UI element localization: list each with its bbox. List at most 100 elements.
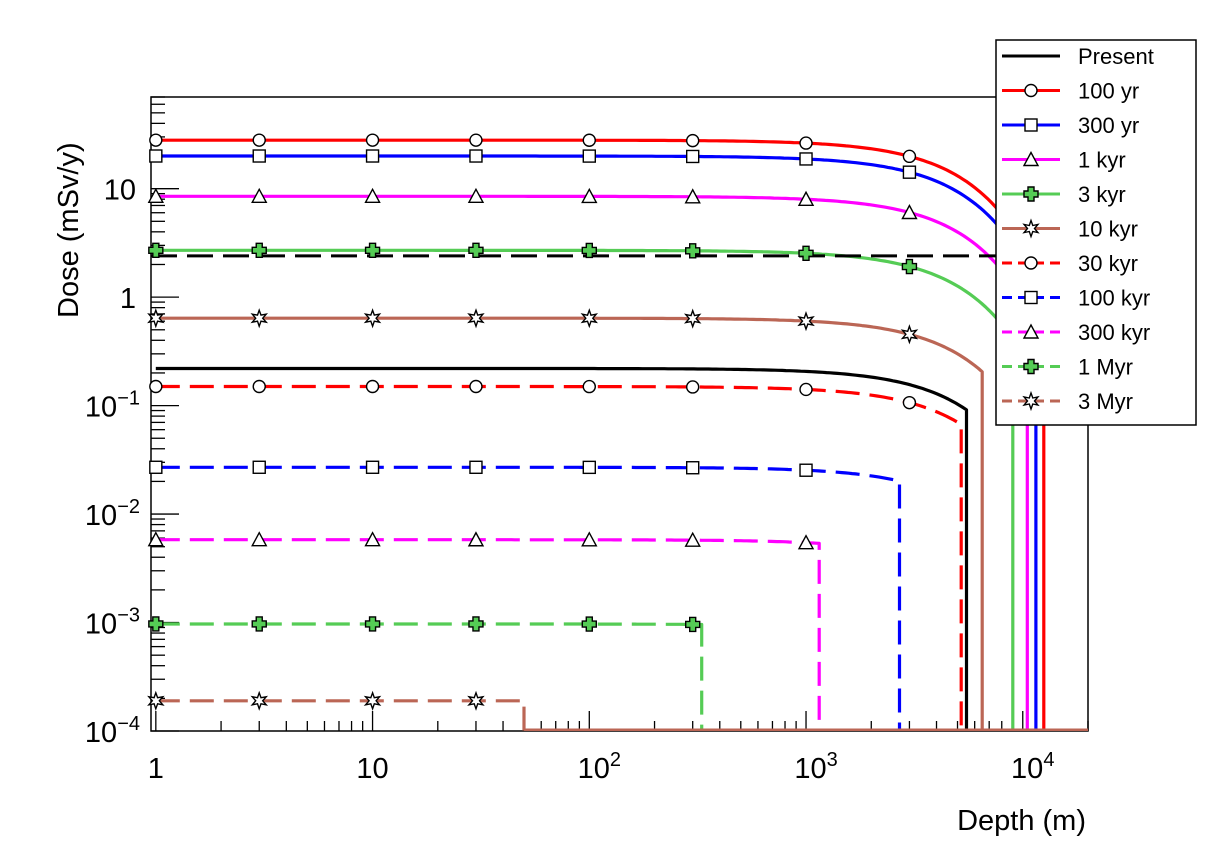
marker-star xyxy=(580,308,599,329)
legend-label: 1 Myr xyxy=(1078,355,1133,380)
marker-square xyxy=(686,461,700,475)
marker-cross xyxy=(364,616,381,632)
marker-star xyxy=(147,690,165,711)
legend: Present 100 yr 300 yr 1 kyr 3 kyr 10 kyr 30 ky… xyxy=(995,39,1197,426)
marker-triangle xyxy=(364,531,381,547)
marker-square xyxy=(799,152,813,166)
marker-square xyxy=(252,149,266,163)
marker-cross xyxy=(901,258,918,275)
y-tick-label: 10−4 xyxy=(85,713,140,749)
legend-label: 1 kyr xyxy=(1078,148,1126,173)
marker-circle xyxy=(469,133,483,147)
series-line xyxy=(155,366,969,731)
axis-tick-labels: 1 10 102 103 104 10−4 10−3 10−2 10−1 1 10 xyxy=(85,175,1055,785)
marker-cross xyxy=(468,616,484,632)
legend-label: 100 yr xyxy=(1078,79,1139,104)
marker-star xyxy=(363,308,382,329)
marker-square xyxy=(365,149,380,163)
marker-circle xyxy=(469,379,483,394)
marker-star xyxy=(250,690,269,711)
marker-triangle xyxy=(147,531,164,547)
marker-star xyxy=(1022,218,1040,239)
y-tick-label: 1 xyxy=(120,283,136,315)
marker-cross xyxy=(1023,186,1039,202)
marker-square xyxy=(469,460,483,474)
legend-label: 300 yr xyxy=(1078,113,1139,138)
marker-triangle xyxy=(1022,151,1040,167)
marker-square xyxy=(686,149,700,164)
marker-circle xyxy=(799,136,813,150)
marker-cross xyxy=(148,616,164,632)
marker-circle xyxy=(149,379,163,394)
series-line xyxy=(155,538,821,731)
marker-circle xyxy=(365,379,380,394)
x-tick-label: 1 xyxy=(148,753,164,785)
marker-square xyxy=(1024,290,1038,305)
marker-cross xyxy=(148,242,164,259)
y-tick-label: 10−3 xyxy=(85,605,140,641)
series-line xyxy=(155,384,963,731)
marker-cross xyxy=(581,616,597,632)
marker-square xyxy=(365,460,380,474)
marker-triangle xyxy=(251,531,268,547)
marker-star xyxy=(683,308,702,329)
legend-label: 300 kyr xyxy=(1078,320,1150,345)
marker-square xyxy=(469,149,483,163)
marker-triangle xyxy=(901,204,918,220)
marker-triangle xyxy=(797,534,815,550)
marker-circle xyxy=(252,379,266,394)
marker-star xyxy=(250,308,269,329)
marker-cross xyxy=(685,616,701,633)
x-tick-label: 10 xyxy=(356,753,388,785)
marker-circle xyxy=(252,133,266,147)
marker-circle xyxy=(1024,256,1038,270)
marker-triangle xyxy=(467,531,485,547)
marker-square xyxy=(582,149,596,163)
legend-label: 3 Myr xyxy=(1078,389,1133,414)
marker-square xyxy=(149,460,163,474)
marker-star xyxy=(797,310,815,332)
marker-triangle xyxy=(364,187,381,204)
series-line xyxy=(155,316,984,731)
legend-label: 3 kyr xyxy=(1078,182,1126,207)
marker-cross xyxy=(251,242,267,259)
axis-ticks xyxy=(151,96,1089,732)
series-markers xyxy=(147,133,1031,711)
x-tick-label: 102 xyxy=(578,749,621,785)
plot-frame xyxy=(150,96,1089,732)
marker-star xyxy=(467,690,485,711)
marker-circle xyxy=(902,395,917,410)
marker-star xyxy=(900,324,919,345)
y-tick-label: 10 xyxy=(104,175,136,207)
marker-cross xyxy=(798,245,814,261)
marker-star xyxy=(467,308,485,329)
marker-triangle xyxy=(581,531,598,547)
marker-circle xyxy=(582,379,596,394)
series-line xyxy=(155,248,1015,731)
marker-square xyxy=(1024,118,1038,132)
marker-triangle xyxy=(797,190,815,206)
marker-circle xyxy=(149,133,163,147)
y-tick-label: 10−1 xyxy=(85,388,140,424)
marker-circle xyxy=(1024,83,1038,98)
marker-circle xyxy=(686,133,700,148)
legend-label: 10 kyr xyxy=(1078,217,1138,242)
marker-cross xyxy=(685,243,701,259)
legend-label: 100 kyr xyxy=(1078,286,1150,311)
series-line xyxy=(155,465,902,731)
marker-circle xyxy=(902,149,917,164)
marker-square xyxy=(799,463,813,477)
marker-circle xyxy=(686,380,700,394)
series-line xyxy=(155,699,526,731)
x-tick-label: 103 xyxy=(794,749,837,785)
marker-cross xyxy=(468,242,484,259)
marker-square xyxy=(149,149,163,163)
marker-circle xyxy=(582,133,596,147)
series-lines xyxy=(155,138,1088,731)
marker-circle xyxy=(799,382,813,397)
legend-label: Present xyxy=(1078,44,1154,69)
x-tick-label: 104 xyxy=(1011,749,1054,785)
marker-star xyxy=(1022,390,1040,412)
marker-cross xyxy=(581,242,597,259)
